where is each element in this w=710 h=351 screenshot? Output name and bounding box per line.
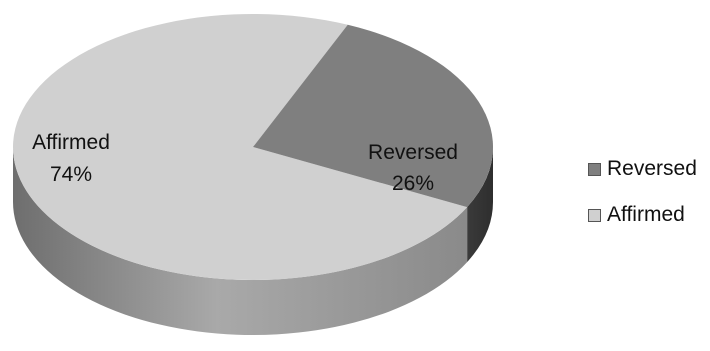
- legend-swatch-affirmed: [588, 208, 601, 222]
- slice-affirmed: [13, 13, 468, 280]
- legend-label-reversed: Reversed: [607, 157, 697, 180]
- legend-label-affirmed: Affirmed: [607, 203, 685, 226]
- legend-swatch-reversed: [588, 162, 601, 176]
- slice-label-reversed-name: Reversed: [368, 141, 458, 164]
- slice-label-affirmed-percent: 74%: [50, 163, 92, 186]
- slice-label-reversed-percent: 26%: [392, 172, 434, 195]
- slice-reversed: [253, 24, 494, 208]
- slice-label-affirmed-name: Affirmed: [32, 131, 110, 154]
- legend-item-reversed: Reversed: [588, 157, 697, 181]
- legend-item-affirmed: Affirmed: [588, 203, 697, 227]
- slice-side-affirmed: [12, 147, 468, 336]
- slice-side-reversed: [467, 147, 493, 263]
- legend: Reversed Affirmed: [588, 157, 697, 249]
